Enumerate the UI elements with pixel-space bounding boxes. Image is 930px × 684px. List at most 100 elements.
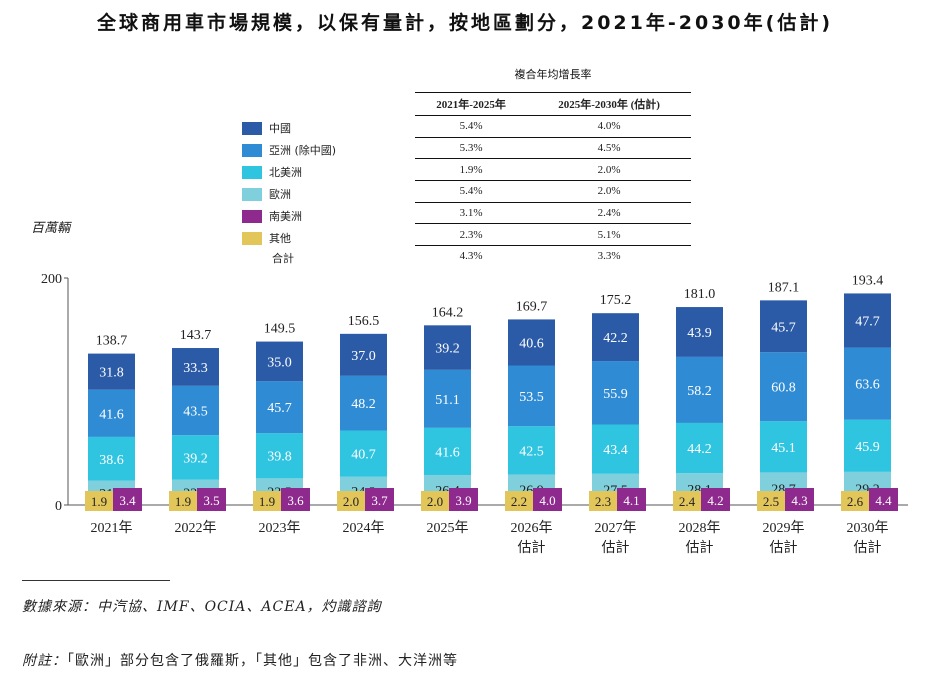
data-label-south-america: 4.4	[875, 493, 892, 508]
y-tick-label: 200	[41, 272, 62, 287]
bar-segment-south-america	[449, 488, 478, 511]
cagr-row-asia: 5.3% 4.5%	[415, 137, 691, 160]
x-tick-label: 估計	[602, 540, 630, 556]
data-label-others: 1.9	[259, 494, 275, 509]
cagr-cell: 2.3%	[415, 223, 528, 247]
cagr-cell: 2.4%	[527, 202, 691, 225]
cagr-cell: 4.3%	[459, 250, 483, 263]
data-label-others: 1.9	[175, 494, 191, 509]
data-label-china: 47.7	[855, 315, 880, 330]
bar-segment-north-america	[256, 433, 303, 479]
cagr-cell: 5.4%	[415, 180, 528, 203]
total-label: 138.7	[96, 334, 128, 349]
data-label-others: 2.5	[763, 494, 779, 509]
x-tick-label: 2022年	[175, 520, 217, 536]
bar-segment-asia	[88, 389, 135, 437]
data-label-others: 2.0	[427, 494, 443, 509]
data-label-south-america: 3.9	[455, 493, 471, 508]
bar-segment-others	[673, 491, 701, 511]
bar-segment-china	[88, 353, 135, 390]
total-label: 187.1	[768, 280, 800, 295]
data-label-south-america: 4.2	[707, 493, 723, 508]
bar-segment-china	[424, 325, 471, 370]
bar-segment-north-america	[760, 421, 807, 473]
legend-swatch	[242, 144, 262, 157]
data-label-asia: 51.1	[435, 393, 460, 408]
x-tick-label: 估計	[770, 540, 798, 556]
bar-segment-asia	[760, 352, 807, 422]
data-label-north-america: 38.6	[99, 453, 124, 468]
bar-segment-north-america	[424, 427, 471, 476]
legend-swatch	[242, 188, 262, 201]
total-label: 143.7	[180, 328, 212, 343]
legend-label: 中國	[269, 122, 291, 135]
bar-segment-others	[589, 491, 617, 511]
x-tick-label: 2021年	[91, 520, 133, 536]
cagr-row-china: 5.4% 4.0%	[415, 115, 691, 138]
x-tick-label: 估計	[854, 540, 882, 556]
x-tick-label: 2024年	[343, 520, 385, 536]
legend-swatch	[242, 232, 262, 245]
bar-segment-north-america	[844, 419, 891, 472]
source-divider	[22, 580, 170, 581]
cagr-cell: 5.4%	[415, 115, 528, 138]
bar-segment-south-america	[785, 488, 814, 511]
data-label-others: 1.9	[91, 494, 107, 509]
x-tick-label: 2026年	[511, 520, 553, 536]
bar-segment-north-america	[88, 436, 135, 481]
legend-label: 亞洲 (除中國)	[269, 144, 337, 157]
bar-segment-asia	[340, 375, 387, 431]
data-label-south-america: 3.7	[371, 493, 388, 508]
data-label-others: 2.4	[679, 494, 696, 509]
bar-segment-china	[676, 307, 723, 357]
data-label-china: 43.9	[687, 326, 712, 341]
cagr-row-total: 4.3% 3.3%	[415, 246, 691, 267]
data-label-asia: 48.2	[351, 397, 376, 412]
cagr-cell: 2.0%	[527, 180, 691, 203]
bar-segment-south-america	[365, 488, 394, 511]
bar-segment-south-america	[533, 488, 562, 511]
y-unit-label: 百萬輛	[31, 221, 71, 236]
bar-segment-others	[841, 491, 869, 511]
bar-segment-south-america	[197, 488, 226, 511]
cagr-cell: 3.3%	[597, 250, 621, 263]
cagr-row-europe: 5.4% 2.0%	[415, 180, 691, 203]
data-label-north-america: 43.4	[603, 443, 628, 458]
y-tick-label: 0	[55, 499, 62, 514]
total-label: 149.5	[264, 322, 296, 337]
bar-segment-china	[844, 293, 891, 348]
data-label-north-america: 41.6	[435, 445, 460, 460]
total-label: 156.5	[348, 314, 380, 329]
bar-segment-china	[760, 300, 807, 353]
bar-segment-others	[337, 491, 365, 511]
data-label-north-america: 44.2	[687, 442, 712, 457]
bar-segment-south-america	[113, 488, 142, 511]
bar-segment-china	[340, 333, 387, 376]
bar-segment-china	[256, 341, 303, 382]
legend-swatch	[242, 210, 262, 223]
bar-segment-asia	[592, 361, 639, 425]
data-label-north-america: 45.1	[771, 441, 796, 456]
data-label-asia: 41.6	[99, 407, 124, 422]
data-label-south-america: 4.0	[539, 493, 555, 508]
cagr-cell: 1.9%	[415, 158, 528, 182]
bar-segment-asia	[676, 356, 723, 423]
data-label-asia: 55.9	[603, 387, 628, 402]
x-tick-label: 2023年	[259, 520, 301, 536]
data-label-china: 37.0	[351, 349, 376, 364]
bar-segment-others	[85, 491, 113, 511]
data-label-china: 42.2	[603, 331, 628, 346]
x-tick-label: 2028年	[679, 520, 721, 536]
bar-segment-asia	[172, 385, 219, 436]
data-label-south-america: 3.5	[203, 493, 219, 508]
data-label-asia: 53.5	[519, 390, 544, 405]
data-label-china: 39.2	[435, 342, 460, 357]
data-label-others: 2.2	[511, 494, 527, 509]
bar-segment-china	[592, 313, 639, 362]
data-label-asia: 45.7	[267, 401, 292, 416]
bar-segment-south-america	[869, 488, 898, 511]
bar-segment-others	[169, 491, 197, 511]
data-label-north-america: 39.8	[267, 450, 292, 465]
data-label-china: 33.3	[183, 361, 208, 376]
total-label: 181.0	[684, 287, 716, 302]
